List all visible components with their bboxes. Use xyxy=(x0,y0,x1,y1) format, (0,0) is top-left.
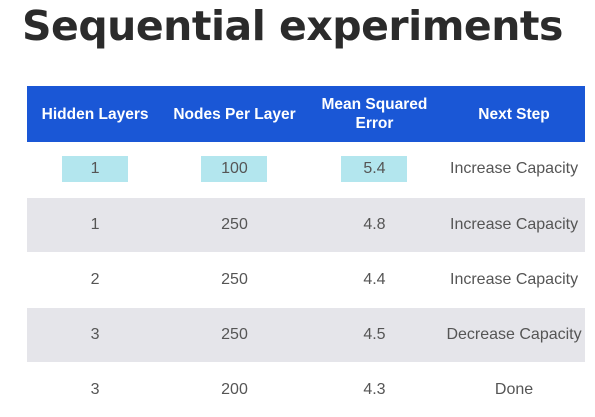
header-mean-squared-error: Mean Squared Error xyxy=(321,96,428,132)
cell-nodes-per-layer: 100 xyxy=(163,142,306,197)
table-row: 2 250 4.4 Increase Capacity xyxy=(27,251,585,307)
cell-mse: 4.5 xyxy=(305,306,444,362)
cell-next-step: Increase Capacity xyxy=(450,160,579,178)
header-nodes-per-layer: Nodes Per Layer xyxy=(173,105,296,123)
cell-hidden-layers: 1 xyxy=(27,196,164,252)
cell-hidden-layers: 3 xyxy=(27,361,164,417)
header-next-step: Next Step xyxy=(478,105,550,123)
cell-next-step: Increase Capacity xyxy=(443,251,585,307)
table-row: 3 200 4.3 Done xyxy=(27,361,585,417)
cell-next-step: Decrease Capacity xyxy=(443,306,585,362)
cell-nodes-per-layer: 250 xyxy=(163,251,306,307)
cell-hidden-layers: 1 xyxy=(27,142,163,197)
table-body: 1 100 5.4 Increase Capacity 1 250 4.8 In… xyxy=(27,142,585,417)
header-hidden-layers: Hidden Layers xyxy=(41,105,149,123)
table-row: 1 100 5.4 Increase Capacity xyxy=(27,142,585,197)
cell-next-step: Increase Capacity xyxy=(443,196,585,252)
cell-nodes-per-layer: 250 xyxy=(163,196,306,252)
cell-nodes-per-layer: 200 xyxy=(163,361,306,417)
cell-mse: 5.4 xyxy=(306,142,443,197)
table-header: Hidden Layers Nodes Per Layer Mean Squar… xyxy=(27,86,585,142)
cell-mse: 4.4 xyxy=(305,251,444,307)
header-row: Hidden Layers Nodes Per Layer Mean Squar… xyxy=(27,86,585,142)
experiments-table: Hidden Layers Nodes Per Layer Mean Squar… xyxy=(27,86,585,417)
cell-mse: 4.8 xyxy=(305,196,444,252)
cell-next-step: Done xyxy=(443,361,585,417)
cell-mse: 4.3 xyxy=(305,361,444,417)
highlight-cell: 1 xyxy=(62,156,129,183)
table-row: 3 250 4.5 Decrease Capacity xyxy=(27,306,585,362)
page-title: Sequential experiments xyxy=(22,2,563,50)
cell-hidden-layers: 2 xyxy=(27,251,164,307)
table-row: 1 250 4.8 Increase Capacity xyxy=(27,196,585,252)
cell-hidden-layers: 3 xyxy=(27,306,164,362)
cell-nodes-per-layer: 250 xyxy=(163,306,306,362)
highlight-cell: 5.4 xyxy=(341,156,408,183)
highlight-cell: 100 xyxy=(201,156,268,183)
